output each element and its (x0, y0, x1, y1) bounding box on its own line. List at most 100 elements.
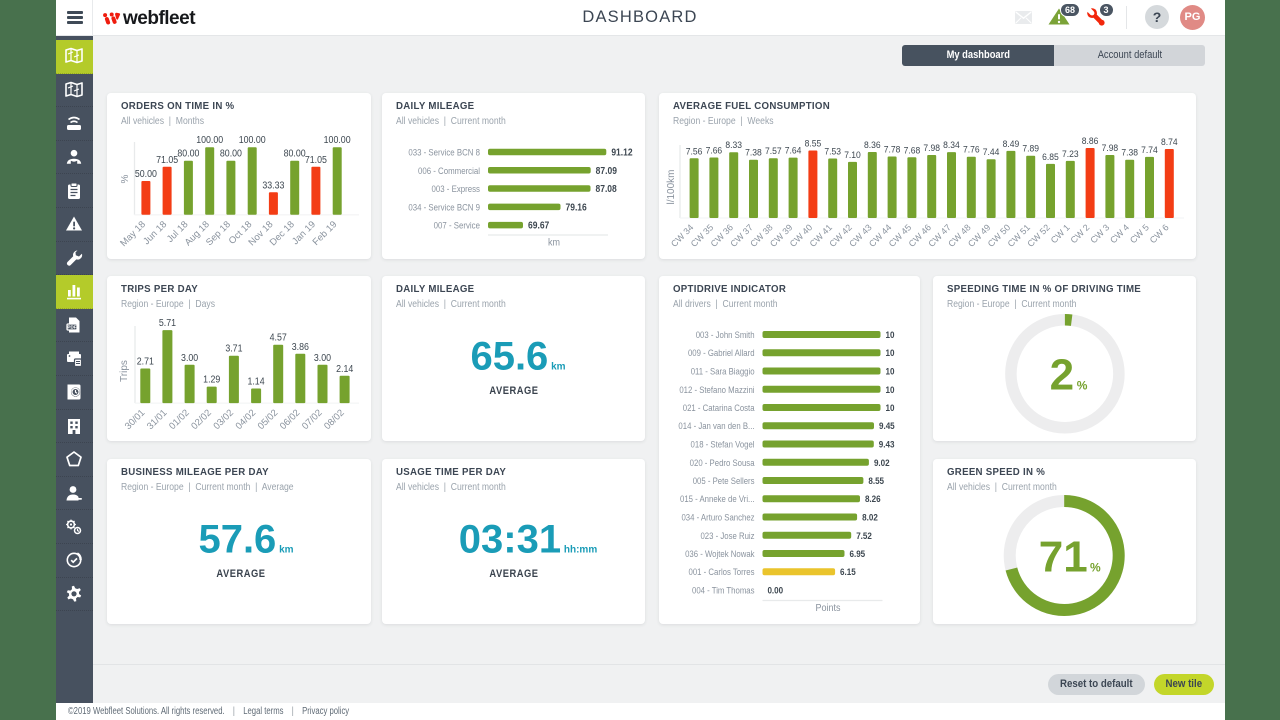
svg-text:80.00: 80.00 (177, 148, 199, 159)
svg-text:7.44: 7.44 (982, 146, 999, 157)
svg-text:71.05: 71.05 (156, 154, 178, 165)
svg-text:007 - Service: 007 - Service (434, 219, 480, 230)
svg-text:7.52: 7.52 (856, 530, 872, 541)
svg-text:7.98: 7.98 (923, 142, 940, 153)
svg-text:06/02: 06/02 (278, 407, 303, 432)
svg-text:7.10: 7.10 (844, 149, 861, 160)
svg-text:CW 3: CW 3 (1088, 222, 1111, 245)
svg-text:Dec 18: Dec 18 (268, 219, 297, 248)
svg-text:10: 10 (885, 365, 894, 376)
svg-text:8.55: 8.55 (804, 138, 821, 149)
svg-text:7.57: 7.57 (764, 145, 781, 156)
svg-text:100.00: 100.00 (324, 134, 351, 145)
svg-text:100.00: 100.00 (196, 134, 223, 145)
svg-text:03/02: 03/02 (211, 407, 236, 432)
svg-text:8.55: 8.55 (868, 475, 884, 486)
svg-text:7.74: 7.74 (1141, 144, 1158, 155)
svg-text:7.98: 7.98 (1101, 142, 1118, 153)
svg-text:%: % (1077, 378, 1088, 392)
svg-text:Trips: Trips (119, 360, 130, 382)
svg-text:6.15: 6.15 (840, 566, 856, 577)
svg-text:8.36: 8.36 (863, 139, 880, 150)
svg-text:87.08: 87.08 (596, 183, 617, 194)
svg-text:014 - Jan van den B...: 014 - Jan van den B... (678, 420, 754, 431)
svg-text:7.66: 7.66 (705, 145, 722, 156)
svg-text:036 - Wojtek Nowak: 036 - Wojtek Nowak (685, 548, 755, 559)
svg-text:9.45: 9.45 (878, 420, 894, 431)
svg-text:1.14: 1.14 (247, 376, 264, 387)
svg-text:CW 5: CW 5 (1127, 222, 1150, 245)
svg-text:005 - Pete Sellers: 005 - Pete Sellers (692, 475, 754, 486)
svg-text:001 - Carlos Torres: 001 - Carlos Torres (688, 566, 755, 577)
svg-text:8.33: 8.33 (725, 139, 742, 150)
svg-text:5.71: 5.71 (159, 317, 176, 328)
svg-text:7.38: 7.38 (745, 147, 762, 158)
svg-text:8.34: 8.34 (943, 139, 960, 150)
svg-text:011 - Sara Biaggio: 011 - Sara Biaggio (690, 365, 754, 376)
svg-text:l/100km: l/100km (666, 169, 677, 204)
svg-text:%: % (120, 174, 131, 183)
svg-text:7.68: 7.68 (903, 144, 920, 155)
svg-text:2.14: 2.14 (336, 363, 353, 374)
svg-text:10: 10 (885, 402, 894, 413)
svg-text:04/02: 04/02 (234, 407, 259, 432)
svg-text:07/02: 07/02 (300, 407, 325, 432)
svg-text:6.85: 6.85 (1042, 151, 1059, 162)
svg-text:PDF: PDF (67, 325, 76, 330)
svg-text:7.78: 7.78 (883, 144, 900, 155)
svg-text:034 - Arturo Sanchez: 034 - Arturo Sanchez (681, 511, 754, 522)
svg-text:May 18: May 18 (118, 219, 148, 249)
svg-text:6.95: 6.95 (849, 548, 865, 559)
svg-text:CW 4: CW 4 (1108, 222, 1131, 245)
svg-text:02/02: 02/02 (189, 407, 214, 432)
svg-text:7.64: 7.64 (784, 145, 801, 156)
svg-text:009 - Gabriel Allard: 009 - Gabriel Allard (687, 347, 754, 358)
svg-text:015 - Anneke de Vri...: 015 - Anneke de Vri... (680, 493, 754, 504)
svg-text:3.00: 3.00 (181, 352, 198, 363)
svg-text:10: 10 (885, 329, 894, 340)
svg-text:003 - Express: 003 - Express (431, 183, 480, 194)
svg-text:05/02: 05/02 (256, 407, 281, 432)
svg-text:79.16: 79.16 (566, 201, 587, 212)
svg-text:003 - John Smith: 003 - John Smith (695, 329, 754, 340)
svg-text:km: km (548, 237, 560, 249)
svg-text:7.56: 7.56 (685, 145, 702, 156)
svg-text:30/01: 30/01 (123, 407, 148, 432)
svg-text:8.26: 8.26 (864, 493, 880, 504)
svg-text:018 - Stefan Vogel: 018 - Stefan Vogel (690, 438, 754, 449)
svg-text:023 - Jose Ruiz: 023 - Jose Ruiz (700, 530, 754, 541)
svg-text:Jun 18: Jun 18 (141, 219, 169, 247)
svg-text:01/02: 01/02 (167, 407, 192, 432)
svg-text:2: 2 (1050, 350, 1074, 399)
svg-text:33.33: 33.33 (262, 179, 284, 190)
svg-text:021 - Catarina Costa: 021 - Catarina Costa (682, 402, 754, 413)
svg-text:10: 10 (885, 384, 894, 395)
svg-text:87.09: 87.09 (596, 165, 617, 176)
svg-text:8.02: 8.02 (862, 511, 878, 522)
svg-text:3.00: 3.00 (314, 352, 331, 363)
svg-text:3.86: 3.86 (292, 341, 309, 352)
svg-text:034 - Service BCN 9: 034 - Service BCN 9 (408, 201, 480, 212)
svg-text:71.05: 71.05 (305, 154, 327, 165)
svg-text:80.00: 80.00 (284, 148, 306, 159)
svg-text:7.53: 7.53 (824, 146, 841, 157)
svg-text:CW 2: CW 2 (1068, 222, 1091, 245)
svg-text:020 - Pedro Sousa: 020 - Pedro Sousa (689, 457, 754, 468)
svg-text:%: % (1090, 560, 1101, 574)
svg-text:7.23: 7.23 (1061, 148, 1078, 159)
svg-text:9.43: 9.43 (878, 438, 894, 449)
svg-text:006 - Commercial: 006 - Commercial (418, 165, 480, 176)
svg-text:033 - Service BCN 8: 033 - Service BCN 8 (408, 146, 480, 157)
svg-text:80.00: 80.00 (220, 148, 242, 159)
svg-text:7.76: 7.76 (962, 144, 979, 155)
svg-text:71: 71 (1039, 532, 1088, 581)
svg-text:8.86: 8.86 (1081, 135, 1098, 146)
svg-text:0.00: 0.00 (767, 584, 783, 595)
svg-text:Points: Points (815, 602, 840, 614)
svg-text:1.29: 1.29 (203, 374, 220, 385)
svg-text:7.89: 7.89 (1022, 143, 1039, 154)
svg-text:004 - Tim Thomas: 004 - Tim Thomas (691, 584, 754, 595)
svg-text:8.74: 8.74 (1160, 136, 1177, 147)
svg-text:7.38: 7.38 (1121, 147, 1138, 158)
svg-text:91.12: 91.12 (611, 146, 632, 157)
